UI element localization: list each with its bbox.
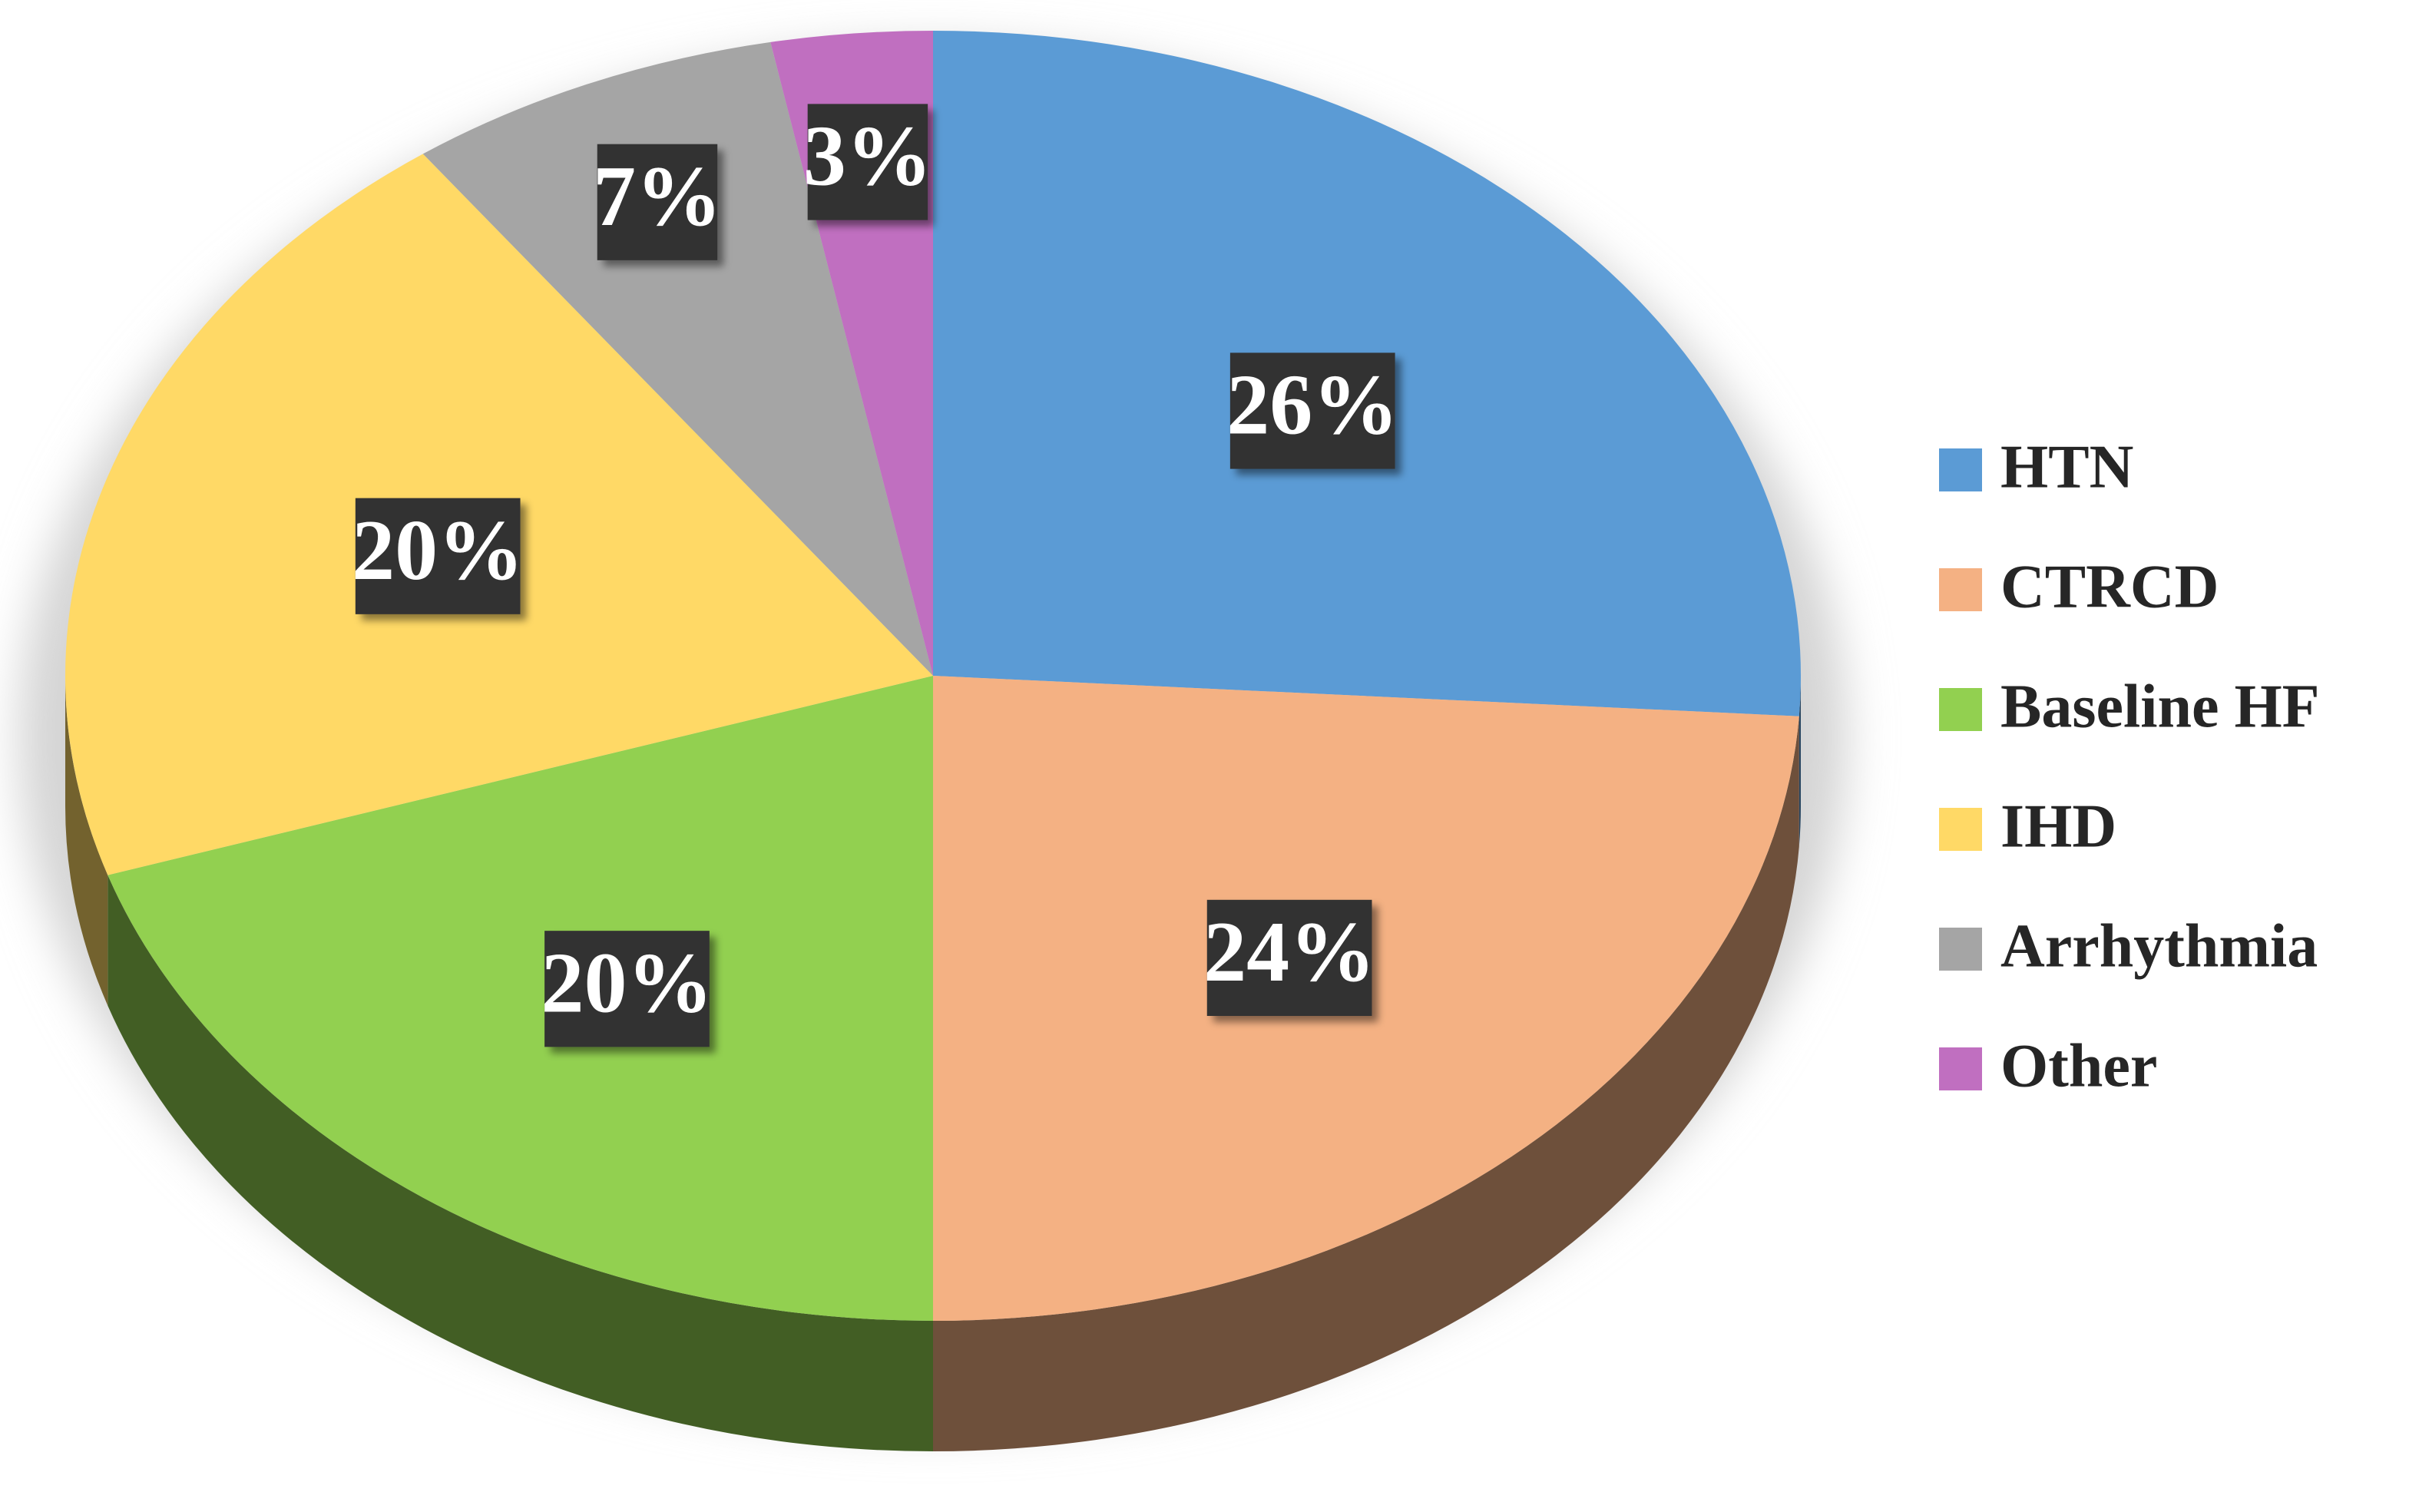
data-label: 26%: [1226, 358, 1398, 453]
pie-side: [933, 716, 1799, 1451]
legend-swatch: [1939, 928, 1982, 971]
data-label-box: [544, 931, 710, 1047]
pie-slice: [108, 676, 933, 1321]
data-label-box: [355, 498, 521, 614]
pie-side: [108, 875, 933, 1451]
legend-swatch: [1939, 808, 1982, 851]
data-label: 7%: [593, 149, 722, 244]
pie-side: [1799, 676, 1801, 847]
data-label-box: [1229, 352, 1395, 469]
legend-swatch: [1939, 448, 1982, 491]
data-label-box: [1206, 899, 1372, 1017]
legend-swatch: [1939, 688, 1982, 731]
data-label: 20%: [352, 503, 524, 598]
data-label: 3%: [803, 109, 932, 204]
legend-label: Arrhythmia: [2000, 912, 2318, 980]
pie-slice: [422, 41, 933, 676]
data-label: 24%: [1203, 905, 1375, 1000]
legend-label: Baseline HF: [2000, 673, 2320, 740]
legend-swatch: [1939, 1047, 1982, 1090]
data-label: 20%: [541, 935, 713, 1031]
data-label-box: [597, 144, 718, 260]
legend-label: HTN: [2000, 433, 2133, 501]
legend-label: CTRCD: [2000, 553, 2219, 620]
legend-label: Other: [2000, 1032, 2157, 1100]
legend-label: IHD: [2000, 792, 2116, 860]
data-label-box: [807, 104, 928, 220]
pie-side: [65, 676, 108, 1006]
legend-swatch: [1939, 568, 1982, 611]
